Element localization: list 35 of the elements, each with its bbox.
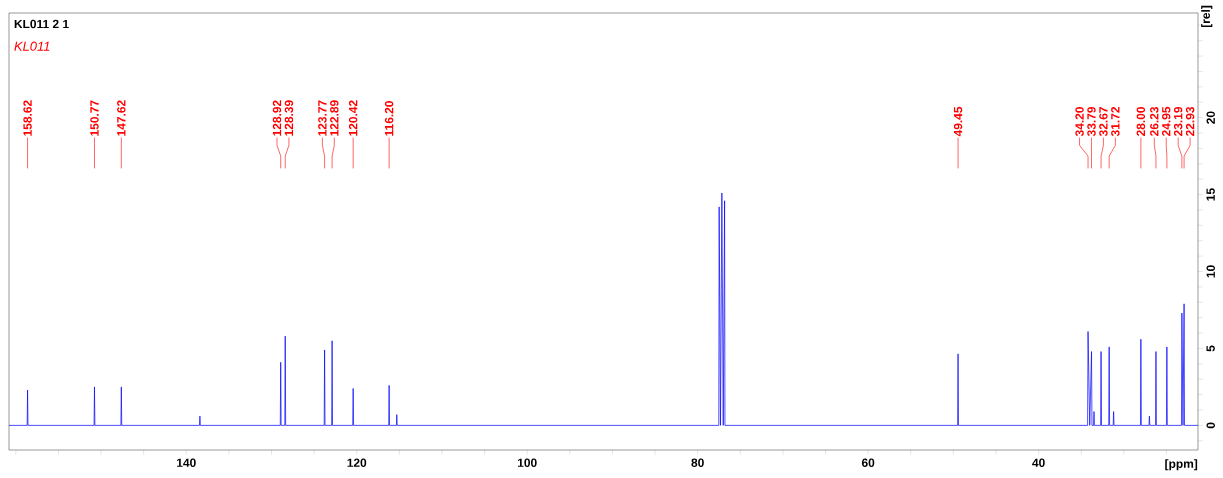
annotation: 122.89 [330,100,339,136]
annotation: 23.19 [1173,106,1183,137]
x-tick-label: 80 [691,458,704,467]
y-tick-label: 5 [1206,345,1215,352]
line-series [8,192,1199,426]
annotation: 31.72 [1111,107,1120,137]
annotation: 158.62 [23,100,32,136]
y-tick-label: 10 [1206,265,1215,278]
annotation: 123.77 [318,100,327,136]
y-axis-title: [rel] [1201,5,1213,28]
annotation: 128.39 [284,100,294,136]
annotation: 32.67 [1099,107,1108,137]
annotation: 34.20 [1075,107,1084,137]
annotation: 28.00 [1136,107,1146,137]
x-tick-label: 40 [1032,458,1045,467]
y-tick-label: 20 [1206,111,1215,124]
annotation: 116.20 [384,101,394,136]
x-tick-label: 120 [347,458,367,467]
y-tick-label: 15 [1206,188,1215,201]
y-tick-label: 0 [1206,422,1215,429]
x-tick-label: 140 [177,458,196,467]
annotation: 24.95 [1162,106,1171,137]
annotation: 120.42 [348,100,358,136]
annotation: 26.23 [1150,106,1159,137]
annotation: 49.45 [953,106,963,137]
annotation: 150.77 [90,100,99,136]
annotation: 22.93 [1185,106,1195,137]
annotation: 33.79 [1087,106,1096,137]
text: KL011 [14,41,50,51]
annotation: 147.62 [117,100,126,136]
x-tick-label: 100 [517,458,537,467]
x-axis-title: [ppm] [1165,459,1198,471]
x-tick-label: 60 [861,458,875,467]
annotation: 128.92 [272,100,282,136]
chart-title: KL011 2 1 [14,19,69,29]
